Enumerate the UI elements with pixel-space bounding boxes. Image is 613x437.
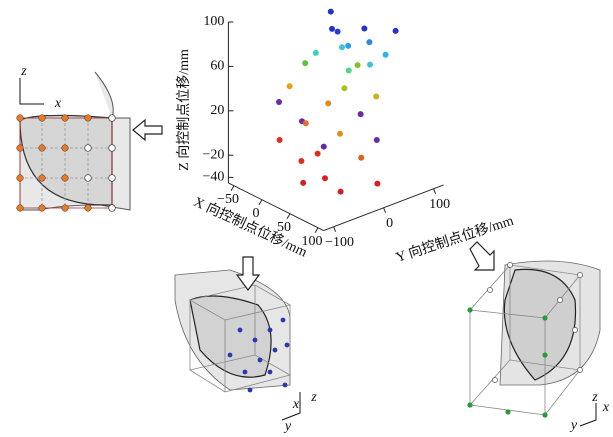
y-tick bbox=[383, 207, 387, 213]
point bbox=[327, 8, 334, 15]
point bbox=[300, 179, 307, 186]
point bbox=[358, 154, 365, 161]
point bbox=[322, 175, 328, 182]
point bbox=[320, 143, 327, 150]
point bbox=[345, 42, 352, 49]
point bbox=[345, 67, 352, 74]
axis-letter: x bbox=[292, 397, 300, 412]
y-tick-label: 100 bbox=[429, 197, 450, 212]
y-tick bbox=[333, 226, 337, 232]
x-axis-label: X 向控制点位移/mm bbox=[191, 194, 310, 261]
x-tick-label: −50 bbox=[217, 192, 239, 207]
axis-letter: y bbox=[569, 418, 578, 433]
point bbox=[286, 83, 293, 90]
point bbox=[276, 137, 283, 144]
y-tick bbox=[433, 188, 437, 194]
axis-letter: y bbox=[283, 419, 292, 434]
x-tick bbox=[230, 185, 235, 192]
y-tick-label: 0 bbox=[386, 216, 393, 231]
point bbox=[341, 85, 348, 92]
point bbox=[298, 157, 305, 164]
x-tick bbox=[258, 199, 263, 206]
point bbox=[334, 28, 341, 35]
point bbox=[329, 25, 335, 32]
point bbox=[354, 62, 361, 69]
arrow bbox=[132, 118, 163, 142]
z-axis-label: Z 向控制点位移/mm bbox=[176, 49, 192, 171]
left-illustration bbox=[16, 71, 131, 212]
x-tick-label: 0 bbox=[253, 206, 260, 221]
x-axis bbox=[228, 182, 324, 231]
point bbox=[373, 137, 380, 144]
point bbox=[302, 120, 309, 127]
point bbox=[366, 39, 373, 46]
z-tick-label: −40 bbox=[202, 170, 224, 185]
z-tick-label: 20 bbox=[210, 103, 224, 118]
middle-illustration bbox=[174, 256, 301, 421]
axis-letter: z bbox=[591, 390, 598, 405]
point bbox=[382, 51, 389, 58]
point bbox=[339, 44, 345, 51]
point bbox=[302, 60, 309, 67]
y-axis-label: Y 向控制点位移/mm bbox=[394, 213, 516, 266]
z-tick-label: 100 bbox=[203, 14, 224, 29]
point bbox=[373, 93, 380, 100]
z-tick-label: 60 bbox=[210, 59, 224, 74]
point bbox=[337, 130, 343, 137]
axis-letter: z bbox=[20, 64, 27, 79]
point bbox=[276, 99, 282, 106]
y-tick-label: −100 bbox=[325, 235, 354, 250]
point bbox=[337, 188, 344, 195]
z-tick-label: −20 bbox=[202, 147, 224, 162]
point bbox=[314, 150, 321, 157]
point bbox=[374, 180, 381, 187]
x-tick bbox=[286, 213, 291, 220]
x-tick-label: 50 bbox=[277, 220, 291, 235]
point bbox=[392, 27, 399, 34]
point bbox=[361, 25, 368, 32]
point bbox=[357, 111, 364, 118]
axis-letter: x bbox=[602, 400, 610, 415]
axis-letter: z bbox=[310, 390, 317, 405]
right-illustration bbox=[467, 241, 601, 427]
axis-letter: x bbox=[54, 96, 62, 111]
x-tick-label: 100 bbox=[302, 234, 323, 249]
point bbox=[367, 61, 373, 68]
point bbox=[312, 49, 319, 56]
x-tick bbox=[314, 227, 319, 234]
point bbox=[325, 100, 332, 107]
